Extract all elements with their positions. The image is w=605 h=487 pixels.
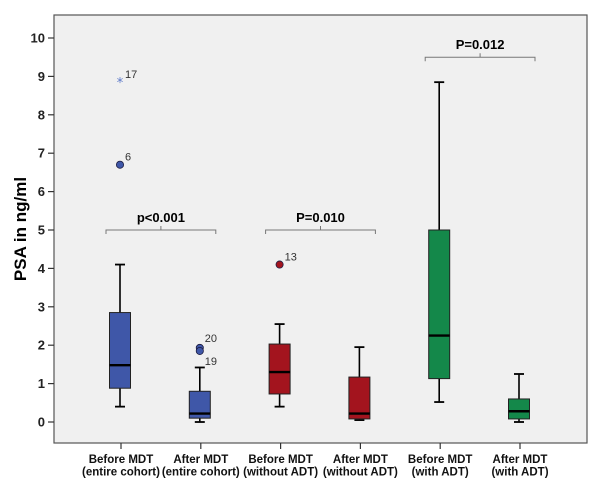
p-value-label: P=0.012 [456, 37, 505, 52]
y-tick-label: 5 [38, 223, 45, 238]
x-tick-label: (without ADT) [243, 467, 318, 479]
box-iqr [268, 343, 291, 395]
box-iqr [109, 312, 131, 389]
p-value-label: p<0.001 [137, 210, 185, 225]
significance-bracket: p<0.001 [105, 210, 217, 234]
p-value-label: P=0.010 [296, 210, 345, 225]
significance-bracket: P=0.010 [265, 210, 376, 234]
x-tick-label: After MDT [333, 454, 388, 466]
x-tick-label: (with ADT) [412, 467, 469, 479]
outlier-label: 20 [205, 333, 217, 345]
outlier-point [195, 346, 204, 355]
y-tick-label: 6 [38, 184, 45, 199]
x-tick-label: Before MDT [408, 454, 473, 466]
box-group [428, 81, 451, 403]
box-iqr [508, 398, 530, 420]
box-iqr [348, 376, 371, 420]
outlier-label: 19 [205, 356, 217, 368]
y-axis: 0 1 2 3 4 5 6 7 8 9 10 [31, 31, 54, 430]
significance-bracket: P=0.012 [424, 37, 536, 62]
bracket-line [424, 53, 536, 62]
box-iqr [428, 229, 451, 380]
x-tick-label: (without ADT) [323, 467, 398, 479]
x-tick-label: (with ADT) [491, 467, 548, 479]
y-tick-label: 1 [38, 376, 45, 391]
outlier-label: 13 [285, 252, 297, 264]
outlier-point [275, 260, 284, 269]
y-tick-label: 4 [38, 261, 46, 276]
box-iqr [188, 390, 211, 419]
x-tick-label: Before MDT [248, 454, 313, 466]
x-tick-label: After MDT [173, 454, 228, 466]
x-tick-label: (entire cohort) [162, 467, 240, 479]
bracket-line [265, 226, 376, 234]
y-axis-label: PSA in ng/ml [11, 177, 30, 281]
y-tick-label: 0 [38, 415, 45, 430]
box-group [348, 346, 371, 421]
outlier-star: * [117, 76, 124, 91]
outlier-point [116, 160, 125, 169]
annotations: p<0.001 P=0.010 P=0.012 [105, 37, 536, 234]
y-tick-label: 7 [38, 146, 45, 161]
y-tick-label: 10 [31, 31, 45, 46]
y-tick-label: 9 [38, 69, 45, 84]
outlier-label: 17 [125, 69, 137, 81]
bracket-line [105, 226, 217, 234]
outlier-label: 6 [125, 152, 131, 164]
x-tick-label: Before MDT [89, 454, 154, 466]
x-tick-label: (entire cohort) [82, 467, 160, 479]
y-tick-label: 2 [38, 338, 45, 353]
y-tick-label: 8 [38, 107, 45, 122]
y-tick-label: 3 [38, 299, 45, 314]
box-group [508, 373, 530, 423]
box-group: 13 [268, 252, 297, 408]
x-tick-label: After MDT [493, 454, 548, 466]
box-group: 6 *17 [109, 69, 137, 408]
x-axis: Before MDT(entire cohort)After MDT(entir… [82, 443, 549, 479]
